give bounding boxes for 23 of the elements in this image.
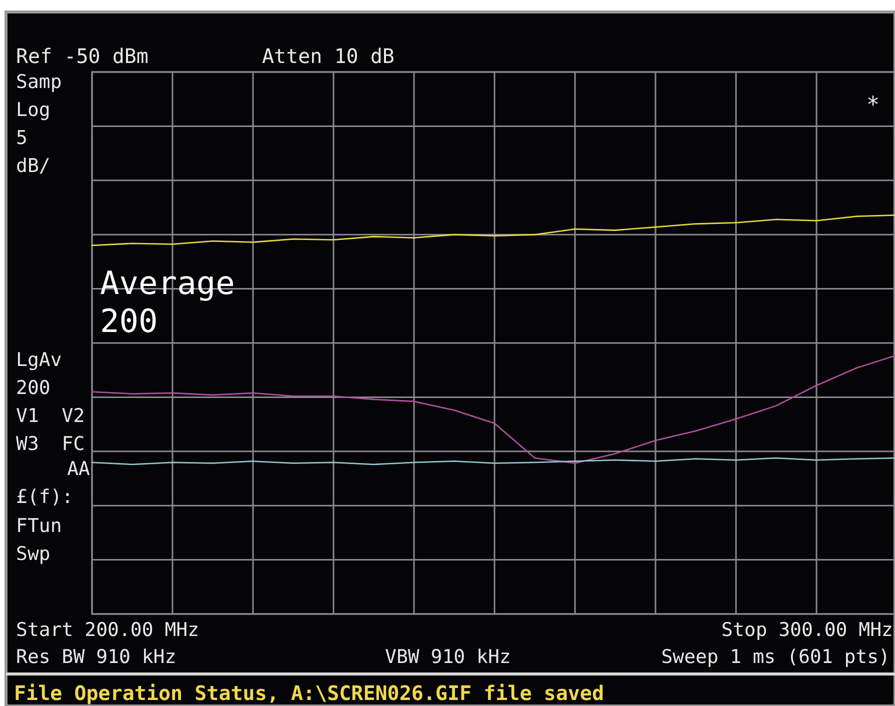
text: Log bbox=[16, 99, 50, 121]
text: W3 FC bbox=[16, 433, 85, 455]
text: Swp bbox=[16, 543, 50, 565]
text: AA bbox=[67, 458, 91, 480]
text: dB/ bbox=[16, 155, 50, 177]
text: 200 bbox=[16, 377, 50, 399]
text: Atten 10 dB bbox=[262, 44, 394, 68]
annotation: 200 bbox=[100, 302, 158, 340]
text: Start 200.00 MHz bbox=[16, 619, 200, 641]
text: FTun bbox=[16, 515, 62, 537]
text: Stop 300.00 MHz bbox=[721, 619, 893, 641]
text: File Operation Status, A:\SCREN026.GIF file saved bbox=[14, 681, 604, 705]
text: 5 bbox=[16, 127, 28, 149]
text: Ref -50 dBm bbox=[16, 44, 148, 68]
annotation: Average bbox=[100, 264, 235, 302]
text: Sweep 1 ms (601 pts) bbox=[661, 646, 890, 668]
text: V1 V2 bbox=[16, 405, 85, 427]
text: Samp bbox=[16, 71, 62, 93]
text: £(f): bbox=[16, 486, 74, 508]
text: LgAv bbox=[16, 349, 62, 371]
text: VBW 910 kHz bbox=[385, 646, 511, 668]
text: Res BW 910 kHz bbox=[16, 646, 176, 668]
text: * bbox=[866, 93, 880, 118]
